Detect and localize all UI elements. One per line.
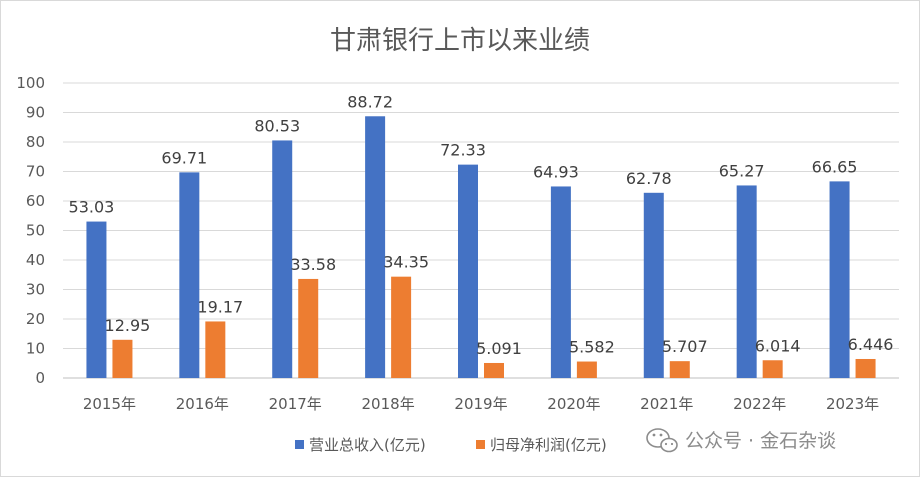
y-axis-ticks: 0 10 20 30 40 50 60 70 80 90 100 — [16, 74, 45, 387]
legend-label-revenue: 营业总收入(亿元) — [309, 436, 426, 454]
bar-revenue — [86, 221, 107, 378]
data-label-revenue: 64.93 — [533, 162, 579, 181]
x-tick-label: 2017年 — [269, 395, 322, 413]
chart-title: 甘肃银行上市以来业绩 — [330, 26, 590, 56]
bar-revenue — [550, 186, 571, 378]
data-label-net-profit: 6.446 — [848, 335, 894, 354]
bar-revenue — [736, 185, 757, 378]
data-label-net-profit: 5.707 — [662, 337, 708, 356]
bar-revenue — [179, 172, 200, 378]
bar-net-profit — [391, 276, 412, 378]
y-tick-label: 90 — [26, 104, 45, 122]
x-tick-label: 2023年 — [826, 395, 879, 413]
legend-swatch-net-profit — [476, 440, 485, 449]
y-tick-label: 10 — [26, 340, 45, 358]
data-labels: 53.03 12.95 69.71 19.17 80.53 33.58 88.72 34.35… — [69, 92, 894, 358]
y-tick-label: 60 — [26, 192, 45, 210]
y-tick-label: 40 — [26, 251, 45, 269]
x-tick-label: 2015年 — [83, 395, 136, 413]
y-tick-label: 0 — [35, 369, 45, 387]
x-tick-label: 2021年 — [640, 395, 693, 413]
x-axis-ticks: 2015年 2016年 2017年 2018年 2019年 2020年 2021年 2022年… — [83, 395, 879, 413]
bar-revenue — [829, 181, 850, 378]
y-tick-label: 30 — [26, 281, 45, 299]
bar-revenue — [272, 140, 293, 378]
bar-net-profit — [576, 361, 597, 378]
x-tick-label: 2022年 — [733, 395, 786, 413]
bar-net-profit — [855, 358, 876, 378]
wechat-icon — [646, 428, 678, 453]
data-label-net-profit: 33.58 — [290, 255, 336, 274]
data-label-revenue: 72.33 — [440, 141, 486, 160]
data-label-net-profit: 34.35 — [383, 253, 429, 272]
bar-net-profit — [762, 360, 783, 378]
data-label-revenue: 80.53 — [254, 116, 300, 135]
legend-swatch-revenue — [295, 440, 304, 449]
bar-net-profit — [205, 321, 226, 378]
bar-revenue — [458, 164, 478, 378]
data-label-net-profit: 5.091 — [476, 339, 522, 358]
bars — [86, 116, 876, 378]
bar-revenue — [643, 192, 664, 378]
data-label-revenue: 66.65 — [812, 157, 858, 176]
y-tick-label: 20 — [26, 310, 45, 328]
x-tick-label: 2018年 — [362, 395, 415, 413]
data-label-revenue: 88.72 — [347, 92, 393, 111]
data-label-revenue: 53.03 — [69, 198, 115, 217]
legend: 营业总收入(亿元) 归母净利润(亿元) — [295, 436, 607, 454]
data-label-revenue: 65.27 — [719, 161, 765, 180]
data-label-revenue: 62.78 — [626, 169, 672, 188]
x-tick-label: 2016年 — [176, 395, 229, 413]
x-tick-label: 2019年 — [454, 395, 507, 413]
y-tick-label: 70 — [26, 163, 45, 181]
data-label-net-profit: 5.582 — [569, 338, 615, 357]
y-tick-label: 100 — [16, 74, 45, 92]
data-label-net-profit: 19.17 — [197, 297, 243, 316]
y-tick-label: 80 — [26, 133, 45, 151]
gridlines — [63, 82, 899, 379]
bar-net-profit — [484, 362, 504, 378]
bar-net-profit — [112, 339, 133, 378]
bar-revenue — [365, 116, 386, 378]
data-label-net-profit: 6.014 — [755, 336, 801, 355]
watermark: 公众号 · 金石杂谈 — [646, 428, 836, 453]
watermark-text: 公众号 · 金石杂谈 — [685, 430, 836, 452]
data-label-revenue: 69.71 — [161, 148, 207, 167]
bar-net-profit — [669, 361, 690, 378]
legend-label-net-profit: 归母净利润(亿元) — [490, 436, 607, 454]
x-tick-label: 2020年 — [547, 395, 600, 413]
data-label-net-profit: 12.95 — [105, 316, 151, 335]
bar-net-profit — [298, 278, 319, 378]
y-tick-label: 50 — [26, 222, 45, 240]
